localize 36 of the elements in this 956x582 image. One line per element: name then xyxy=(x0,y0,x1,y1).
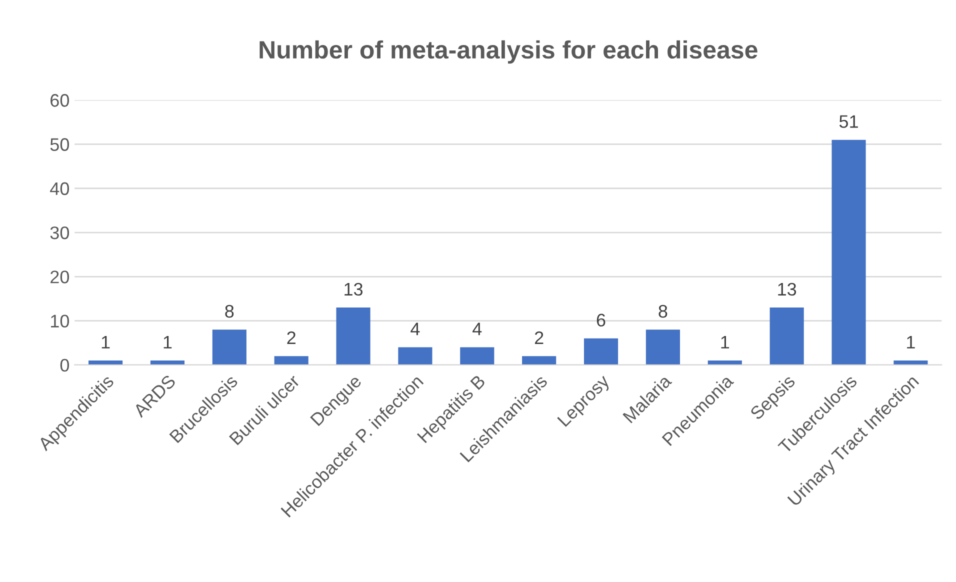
data-label: 13 xyxy=(778,282,796,296)
data-label: 1 xyxy=(721,336,730,348)
bar xyxy=(708,360,742,365)
data-label: 51 xyxy=(839,115,858,128)
data-label: 13 xyxy=(344,282,363,296)
bar xyxy=(460,347,494,365)
bar xyxy=(336,308,370,365)
data-label: 1 xyxy=(907,336,915,348)
data-label: 4 xyxy=(472,322,482,336)
y-tick-label: 60 xyxy=(50,94,70,107)
data-label: 1 xyxy=(102,336,110,348)
bar xyxy=(646,330,680,365)
y-tick-label: 50 xyxy=(50,138,70,151)
bar xyxy=(398,347,432,365)
y-tick-label: 10 xyxy=(51,314,70,328)
bar xyxy=(88,360,123,365)
data-label: 4 xyxy=(410,322,420,336)
bar xyxy=(770,308,804,365)
data-label: 2 xyxy=(287,331,296,344)
data-label: 8 xyxy=(225,304,234,318)
y-tick-label: 40 xyxy=(50,182,70,196)
bar xyxy=(832,140,866,365)
bar xyxy=(522,356,556,365)
y-tick-label: 0 xyxy=(60,358,69,372)
data-label: 1 xyxy=(164,336,172,348)
bar xyxy=(584,338,618,365)
data-label: 6 xyxy=(596,314,606,327)
data-label: 2 xyxy=(534,331,544,344)
bar xyxy=(274,356,308,365)
bar xyxy=(150,360,185,365)
y-tick-label: 20 xyxy=(50,270,70,284)
y-tick-label: 30 xyxy=(50,226,70,240)
chart-title: Number of meta-analysis for each disease xyxy=(260,40,758,64)
bar xyxy=(894,360,928,365)
data-label: 8 xyxy=(658,304,668,318)
bar xyxy=(212,330,246,365)
